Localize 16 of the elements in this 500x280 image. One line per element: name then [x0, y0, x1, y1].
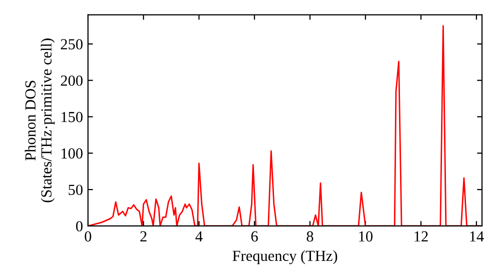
y-tick-label: 200 — [60, 76, 83, 86]
x-tick-label: 6 — [251, 231, 258, 242]
x-tick-label: 12 — [414, 231, 428, 242]
y-tick-label: 50 — [68, 184, 83, 196]
y-tick-label: 250 — [60, 39, 83, 50]
x-tick-label: 8 — [306, 231, 314, 242]
x-tick-label: 2 — [140, 231, 146, 242]
x-tick-label: 14 — [470, 231, 484, 242]
x-tick-label: 0 — [84, 231, 92, 242]
x-tick-label: 4 — [195, 231, 203, 242]
y-tick-label: 150 — [62, 112, 83, 122]
y-axis-title: Phonon DOS (States/THz·primitive cell) — [24, 38, 55, 202]
y-tick-label: 0 — [76, 221, 83, 232]
x-tick-label: 10 — [359, 231, 373, 242]
y-tick-label: 100 — [62, 148, 83, 159]
x-axis-title: Frequency (THz) — [232, 250, 338, 264]
